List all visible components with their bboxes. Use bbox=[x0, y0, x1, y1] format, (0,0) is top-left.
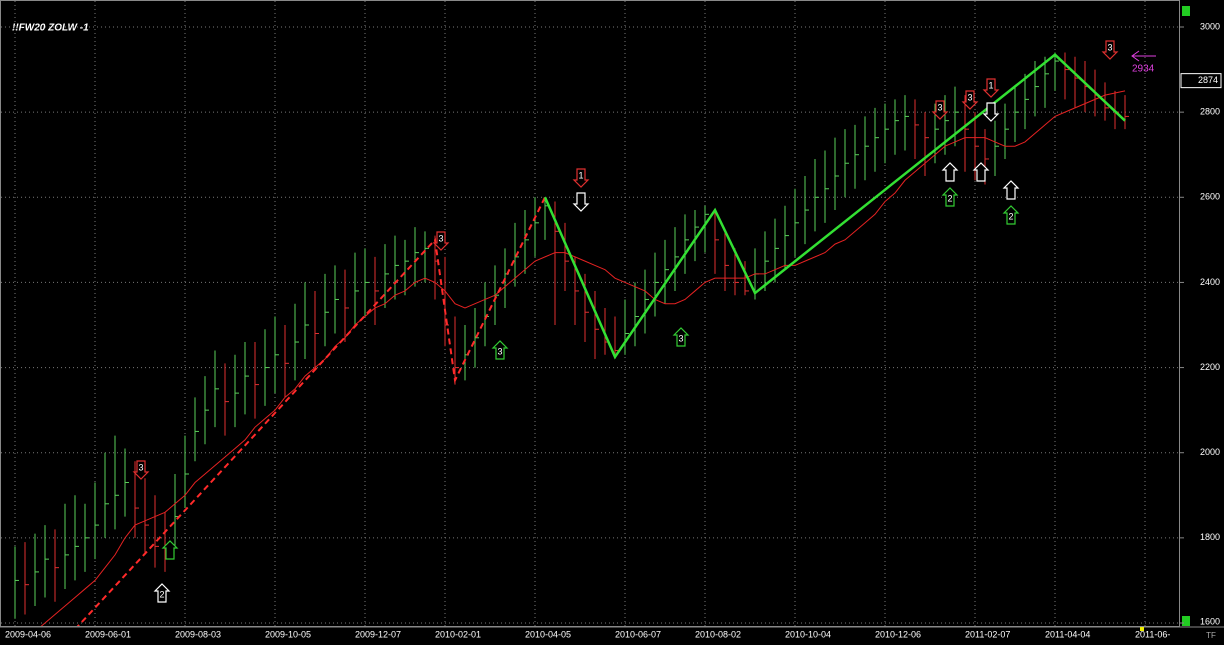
plot-area bbox=[1, 1, 1179, 626]
signal-arrow bbox=[132, 460, 150, 480]
signal-arrow bbox=[672, 327, 690, 347]
y-tick-label: 2200 bbox=[1200, 362, 1220, 372]
signal-label: 3 bbox=[678, 333, 683, 343]
signal-arrow bbox=[1002, 205, 1020, 225]
x-tick-label: 2010-06-07 bbox=[615, 629, 661, 639]
x-tick-label: 2010-08-02 bbox=[695, 629, 741, 639]
signal-arrow bbox=[982, 102, 1000, 122]
signal-arrow bbox=[941, 162, 959, 182]
y-tick-label: 2800 bbox=[1200, 107, 1220, 117]
x-tick-label: 2010-12-06 bbox=[875, 629, 921, 639]
signal-label: 2 bbox=[1008, 211, 1013, 221]
last-price-box bbox=[1180, 73, 1222, 89]
x-tick-label: 2009-12-07 bbox=[355, 629, 401, 639]
y-tick-label: 2600 bbox=[1200, 192, 1220, 202]
signal-arrow bbox=[491, 340, 509, 360]
signal-label: 3 bbox=[138, 462, 143, 472]
x-tick-label: 2010-02-01 bbox=[435, 629, 481, 639]
x-tick-label: 2009-06-01 bbox=[85, 629, 131, 639]
x-tick-label: 2011-04-04 bbox=[1045, 629, 1090, 639]
chart-title: !!FW20 ZOLW -1 bbox=[12, 23, 89, 34]
signal-arrow bbox=[432, 231, 450, 251]
signal-label: 1 bbox=[988, 80, 993, 90]
dashed-zigzag bbox=[76, 196, 546, 626]
signal-arrow bbox=[941, 187, 959, 207]
signal-label: 2 bbox=[159, 589, 164, 599]
signal-label: 2 bbox=[947, 193, 952, 203]
x-tick-label: 2009-10-05 bbox=[265, 629, 311, 639]
signal-arrow bbox=[972, 162, 990, 182]
scroll-marker[interactable] bbox=[1182, 616, 1190, 626]
corner-label: TF bbox=[1206, 631, 1216, 640]
x-tick-label: 2009-04-06 bbox=[5, 629, 51, 639]
x-tick-label: 2010-04-05 bbox=[525, 629, 571, 639]
zigzag-line bbox=[543, 53, 1126, 360]
signal-label: 3 bbox=[438, 233, 443, 243]
signal-label: 3 bbox=[1107, 42, 1112, 52]
x-tick-label: 2011-02-07 bbox=[965, 629, 1010, 639]
target-label: 2934 bbox=[1132, 64, 1155, 75]
y-tick-label: 1600 bbox=[1200, 616, 1220, 626]
signal-label: 3 bbox=[937, 102, 942, 112]
y-tick-label: 1800 bbox=[1200, 532, 1220, 542]
signal-arrow bbox=[572, 168, 590, 188]
y-tick-label: 2400 bbox=[1200, 277, 1220, 287]
signal-arrow bbox=[1101, 40, 1119, 60]
cursor-marker bbox=[1140, 627, 1144, 631]
signal-arrow bbox=[1002, 180, 1020, 200]
target-arrow bbox=[1131, 50, 1140, 62]
y-tick-label: 3000 bbox=[1200, 21, 1220, 31]
signal-label: 1 bbox=[578, 170, 583, 180]
signal-arrow bbox=[572, 192, 590, 212]
signal-label: 3 bbox=[497, 346, 502, 356]
scroll-marker[interactable] bbox=[1182, 6, 1190, 16]
signal-arrow bbox=[961, 90, 979, 110]
signal-arrow bbox=[161, 540, 179, 560]
x-tick-label: 2011-06- bbox=[1135, 629, 1170, 639]
y-tick-label: 2000 bbox=[1200, 447, 1220, 457]
signal-label: 3 bbox=[967, 92, 972, 102]
x-tick-label: 2009-08-03 bbox=[175, 629, 221, 639]
signal-arrow bbox=[153, 583, 171, 603]
signal-arrow bbox=[982, 78, 1000, 98]
last-price-label: 2874 bbox=[1198, 75, 1218, 85]
x-tick-label: 2010-10-04 bbox=[785, 629, 831, 639]
signal-arrow bbox=[931, 100, 949, 120]
